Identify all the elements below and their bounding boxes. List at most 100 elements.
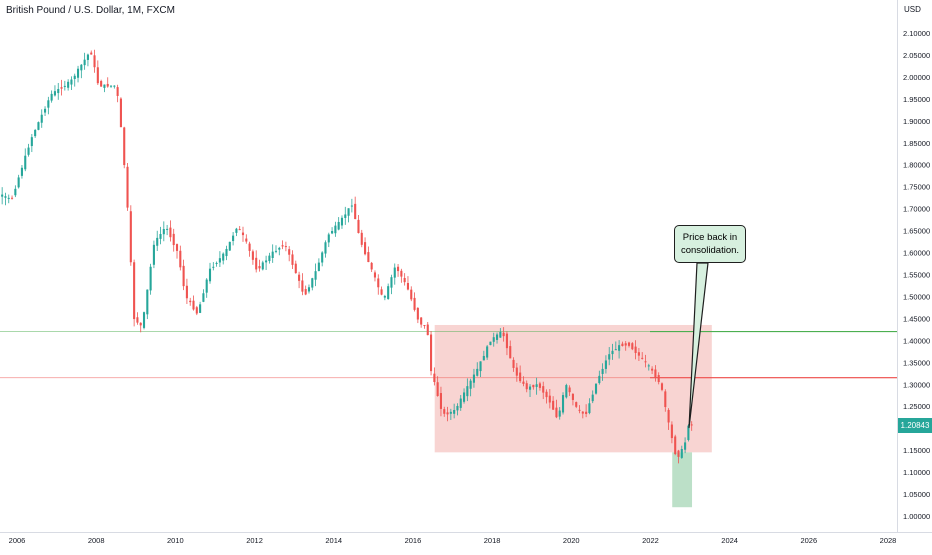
candle-body bbox=[591, 394, 594, 402]
candle-body bbox=[136, 317, 139, 323]
candle-body bbox=[90, 52, 93, 55]
candle-body bbox=[637, 352, 640, 356]
candle-body bbox=[651, 368, 654, 371]
candle-body bbox=[387, 286, 390, 299]
candle-body bbox=[57, 89, 60, 94]
candle-body bbox=[116, 87, 119, 96]
last-price-tag: 1.20843 bbox=[898, 418, 932, 433]
candle-body bbox=[268, 255, 271, 262]
candle-body bbox=[146, 289, 149, 315]
candle-body bbox=[182, 265, 185, 287]
candle-body bbox=[423, 325, 426, 327]
candle-body bbox=[274, 250, 278, 252]
candle-body bbox=[406, 283, 410, 290]
y-tick-label: 1.80000 bbox=[903, 161, 930, 170]
candle-body bbox=[462, 392, 466, 402]
candle-body bbox=[291, 254, 294, 265]
candle-body bbox=[47, 100, 50, 108]
y-tick-label: 1.55000 bbox=[903, 271, 930, 280]
x-tick-label: 2006 bbox=[9, 536, 26, 545]
x-tick-label: 2014 bbox=[325, 536, 342, 545]
candle-body bbox=[172, 233, 175, 246]
candle-body bbox=[380, 289, 383, 295]
candle-body bbox=[185, 285, 188, 299]
candle-body bbox=[218, 258, 221, 263]
x-tick-label: 2024 bbox=[721, 536, 738, 545]
candle-body bbox=[439, 393, 443, 409]
candle-body bbox=[166, 228, 169, 230]
candle-body bbox=[317, 262, 320, 271]
candle-body bbox=[420, 317, 423, 325]
candle-body bbox=[687, 425, 690, 440]
candle-body bbox=[631, 343, 634, 350]
candle-body bbox=[340, 217, 344, 226]
candle-body bbox=[255, 257, 258, 270]
candle-body bbox=[522, 381, 525, 384]
candle-body bbox=[152, 244, 155, 265]
candle-body bbox=[123, 127, 126, 166]
candle-body bbox=[373, 272, 377, 278]
price-axis-line bbox=[897, 0, 898, 532]
candle-body bbox=[571, 393, 574, 400]
candle-body bbox=[354, 203, 357, 220]
y-tick-label: 1.60000 bbox=[903, 249, 930, 258]
candle-body bbox=[594, 383, 598, 394]
candle-body bbox=[34, 130, 37, 137]
candle-body bbox=[202, 293, 205, 302]
candle-body bbox=[525, 383, 528, 390]
candle-body bbox=[690, 424, 693, 426]
candle-body bbox=[430, 334, 433, 372]
candle-body bbox=[403, 277, 406, 283]
candle-body bbox=[674, 436, 677, 455]
candle-body bbox=[364, 242, 367, 255]
candle-body bbox=[294, 263, 297, 274]
candle-body bbox=[472, 374, 475, 383]
candle-body bbox=[558, 410, 561, 417]
candle-body bbox=[248, 243, 251, 251]
candle-body bbox=[611, 350, 614, 355]
candle-body bbox=[684, 442, 687, 450]
candle-body bbox=[657, 375, 660, 383]
candle-body bbox=[265, 260, 268, 263]
annotation-callout[interactable]: Price back in consolidation. bbox=[674, 225, 746, 263]
candle-body bbox=[459, 398, 462, 408]
candle-body bbox=[24, 155, 27, 170]
candle-body bbox=[261, 262, 264, 270]
y-tick-label: 2.00000 bbox=[903, 73, 930, 82]
candle-body bbox=[350, 205, 353, 207]
candle-body bbox=[624, 343, 627, 346]
candle-body bbox=[278, 247, 281, 250]
candle-body bbox=[93, 55, 96, 68]
candle-body bbox=[469, 380, 472, 389]
candle-body bbox=[644, 361, 647, 363]
candle-body bbox=[515, 367, 518, 376]
candle-body bbox=[492, 337, 495, 342]
candle-body bbox=[199, 304, 202, 313]
candle-body bbox=[43, 108, 47, 113]
candle-body bbox=[400, 270, 403, 277]
annotation-line-2: consolidation. bbox=[680, 245, 740, 256]
candle-body bbox=[416, 307, 419, 320]
candle-body bbox=[225, 248, 228, 257]
candle-body bbox=[215, 262, 218, 264]
x-tick-label: 2008 bbox=[88, 536, 105, 545]
candle-body bbox=[258, 266, 261, 269]
candle-body bbox=[40, 114, 43, 123]
candle-body bbox=[169, 227, 172, 238]
candle-body bbox=[641, 357, 644, 359]
candle-body bbox=[627, 342, 631, 346]
candle-body bbox=[413, 297, 416, 310]
y-tick-label: 1.75000 bbox=[903, 183, 930, 192]
y-tick-label: 1.90000 bbox=[903, 117, 930, 126]
candle-body bbox=[545, 391, 548, 398]
candle-body bbox=[228, 241, 231, 251]
candle-body bbox=[654, 369, 657, 378]
candle-body bbox=[486, 346, 489, 358]
candle-body bbox=[106, 83, 109, 87]
candle-body bbox=[100, 81, 103, 87]
candle-body bbox=[578, 409, 581, 411]
candle-body bbox=[453, 409, 456, 414]
candle-body bbox=[149, 266, 152, 291]
candle-body bbox=[133, 262, 136, 320]
